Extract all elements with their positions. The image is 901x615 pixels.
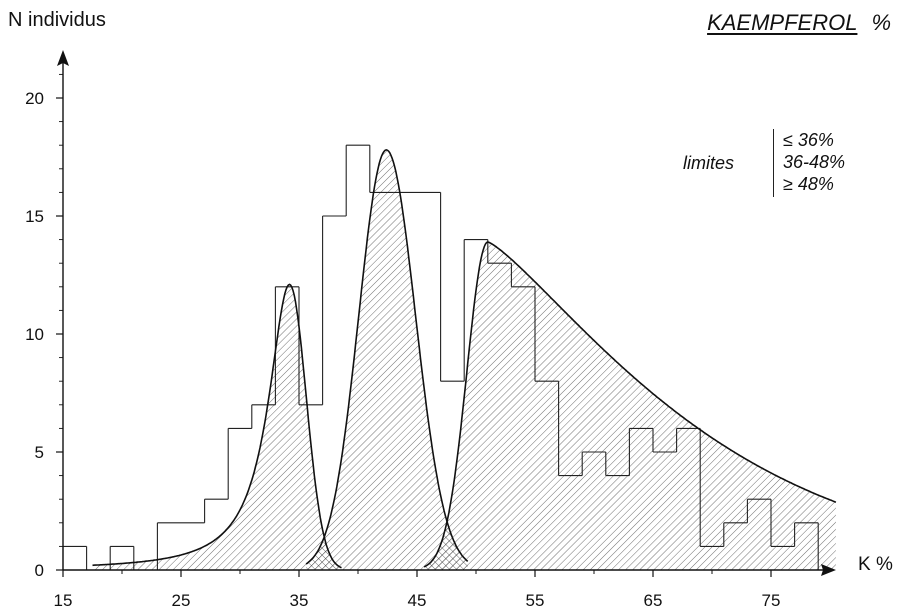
fitted-curve-low [92, 283, 342, 569]
fitted-curve-high [423, 241, 837, 568]
chart-title-main: KAEMPFEROL [707, 10, 858, 35]
curve-area-high [424, 242, 836, 570]
legend-entry-mid: 36-48% [783, 152, 846, 172]
chart-title-unit: % [871, 10, 891, 35]
x-tick-label: 55 [526, 591, 545, 610]
y-tick-label: 20 [25, 89, 44, 108]
x-tick-label: 45 [408, 591, 427, 610]
y-axis-arrow [57, 50, 69, 66]
legend-bracket [773, 129, 774, 197]
chart-title: KAEMPFEROL% [707, 10, 891, 36]
y-tick-label: 5 [35, 443, 44, 462]
legend-entry-high: ≥ 48% [783, 174, 834, 194]
y-tick-label: 0 [35, 561, 44, 580]
x-tick-label: 65 [644, 591, 663, 610]
x-axis-label: K % [858, 554, 893, 575]
y-tick-label: 10 [25, 325, 44, 344]
overlap-zone-low-mid [306, 538, 342, 570]
x-tick-label: 25 [172, 591, 191, 610]
legend-entry-low: ≤ 36% [783, 130, 834, 150]
y-axis-label: N individus [8, 9, 106, 31]
overlap-zone-mid-high [424, 523, 468, 570]
fitted-curve-mid [305, 149, 469, 565]
x-tick-label: 75 [762, 591, 781, 610]
x-axis-arrow [821, 564, 836, 576]
legend-title: limites [683, 153, 735, 173]
curve-area-low [92, 284, 342, 570]
x-tick-label: 35 [290, 591, 309, 610]
curve-area-mid [306, 149, 468, 570]
y-tick-label: 15 [25, 207, 44, 226]
x-tick-label: 15 [54, 591, 73, 610]
